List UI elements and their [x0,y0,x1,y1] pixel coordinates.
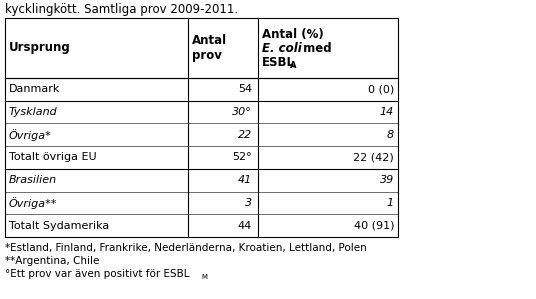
Text: 8: 8 [387,130,394,140]
Text: °Ett prov var även positivt för ESBL: °Ett prov var även positivt för ESBL [5,269,190,279]
Text: 14: 14 [379,107,394,117]
Text: 40 (91): 40 (91) [354,221,394,231]
Text: kycklingkött. Samtliga prov 2009-2011.: kycklingkött. Samtliga prov 2009-2011. [5,3,238,16]
Text: 54: 54 [238,84,252,94]
Text: Antal
prov: Antal prov [192,33,227,62]
Text: Danmark: Danmark [9,84,61,94]
Text: Totalt Sydamerika: Totalt Sydamerika [9,221,109,231]
Text: E. coli: E. coli [262,42,302,55]
Text: Övriga*: Övriga* [9,129,52,141]
Text: A: A [290,61,296,70]
Text: Antal (%): Antal (%) [262,28,324,41]
Text: Brasilien: Brasilien [9,175,57,185]
Text: 3: 3 [245,198,252,208]
Text: **Argentina, Chile: **Argentina, Chile [5,256,99,266]
Text: M: M [201,274,207,280]
Text: 30°: 30° [232,107,252,117]
Text: 44: 44 [238,221,252,231]
Text: Tyskland: Tyskland [9,107,58,117]
Text: 41: 41 [238,175,252,185]
Text: 22 (42): 22 (42) [353,152,394,162]
Text: 22: 22 [238,130,252,140]
Text: Ursprung: Ursprung [9,42,71,54]
Text: 0 (0): 0 (0) [368,84,394,94]
Text: Övriga**: Övriga** [9,197,57,209]
Text: *Estland, Finland, Frankrike, Nederländerna, Kroatien, Lettland, Polen: *Estland, Finland, Frankrike, Nederlände… [5,243,367,253]
Text: med: med [299,42,332,55]
Text: 39: 39 [379,175,394,185]
Bar [5,18,398,237]
Text: Totalt övriga EU: Totalt övriga EU [9,152,96,162]
Text: 1: 1 [387,198,394,208]
Text: ESBL: ESBL [262,56,295,69]
Text: 52°: 52° [233,152,252,162]
